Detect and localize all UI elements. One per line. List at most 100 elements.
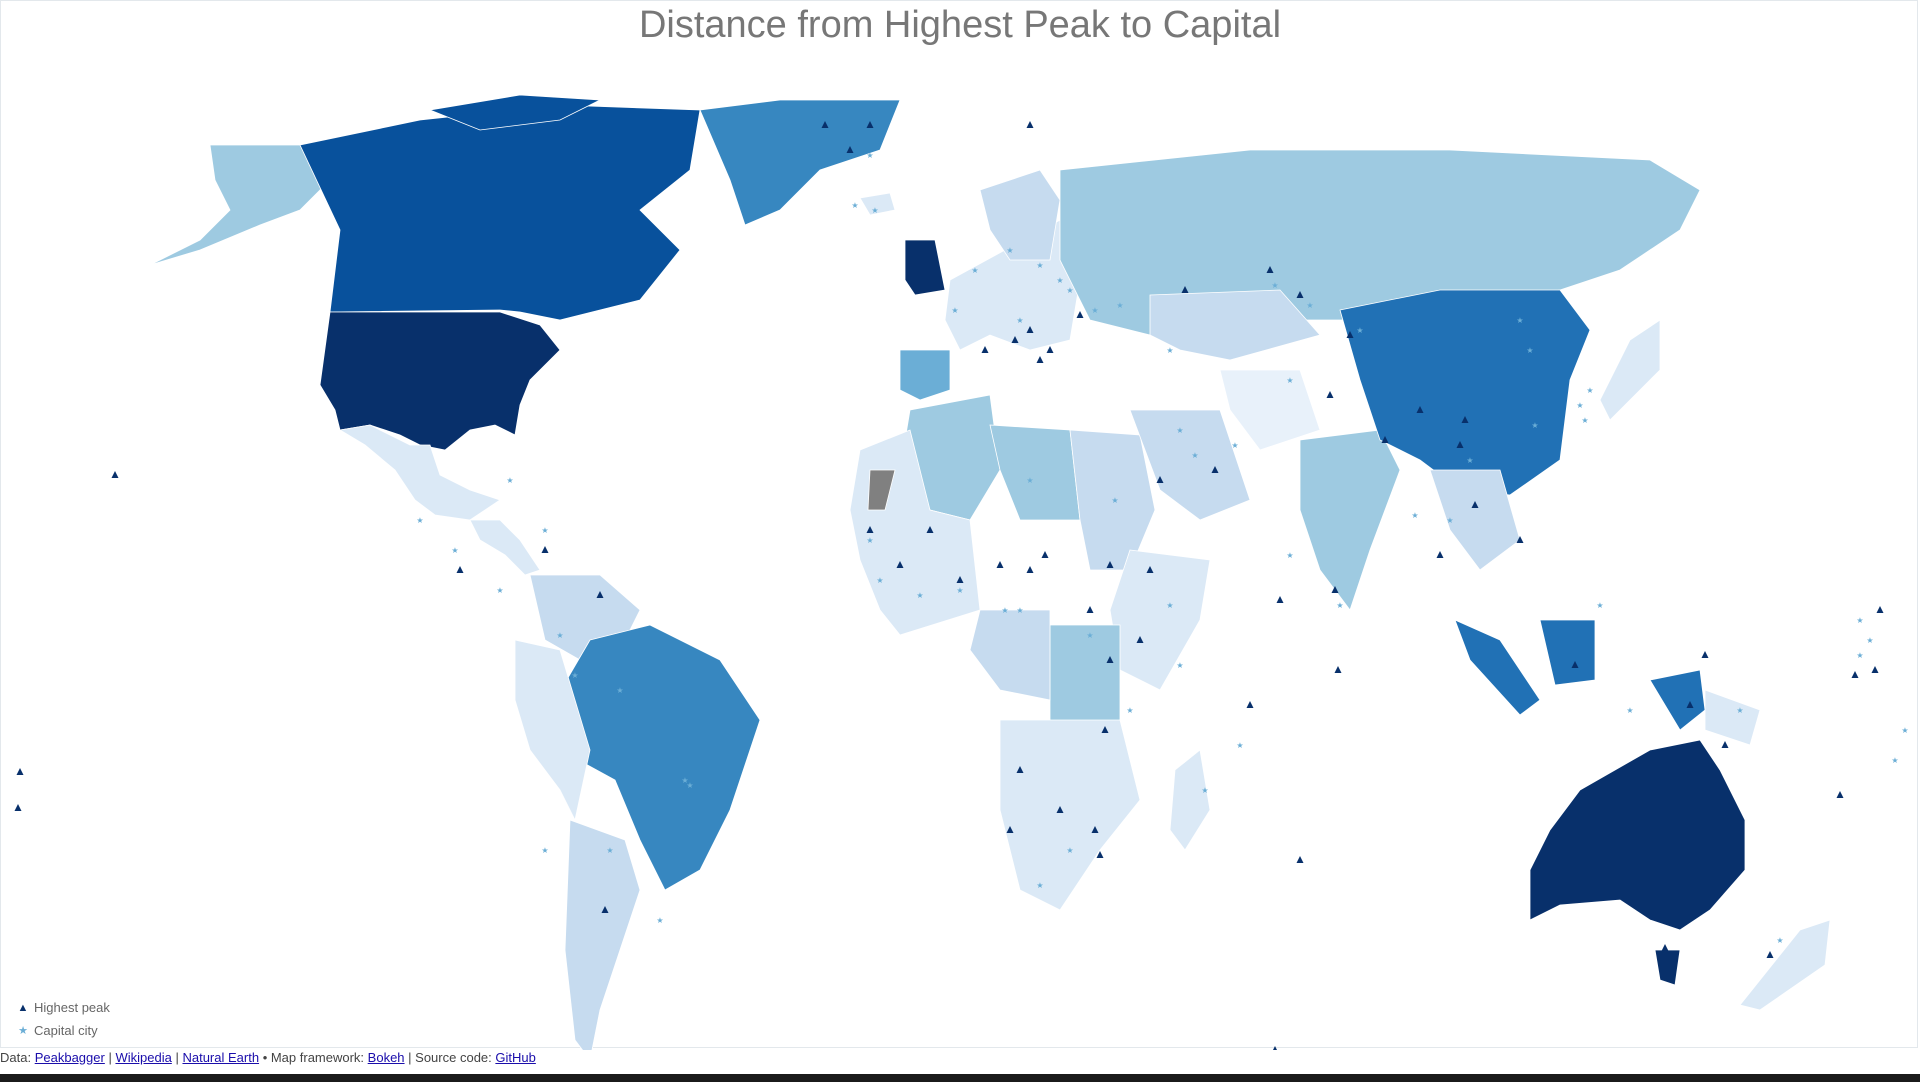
peak-marker — [1851, 671, 1859, 678]
capital-marker: ★ — [1286, 551, 1293, 560]
footer-mid: • Map framework: — [262, 1050, 365, 1065]
bokeh-link[interactable]: Bokeh — [367, 1050, 405, 1065]
country-greenland[interactable] — [699, 99, 901, 226]
capital-marker: ★ — [1626, 706, 1633, 715]
peak-marker — [1211, 466, 1219, 473]
peak-marker — [1471, 501, 1479, 508]
country-india[interactable] — [1299, 429, 1401, 611]
capital-marker: ★ — [866, 536, 873, 545]
country-canada[interactable] — [299, 104, 701, 321]
capital-marker: ★ — [1026, 476, 1033, 485]
capital-marker: ★ — [1306, 301, 1313, 310]
country-china[interactable] — [1339, 289, 1591, 496]
capital-marker: ★ — [1466, 456, 1473, 465]
peak-marker — [1006, 826, 1014, 833]
country-alaska[interactable] — [149, 144, 331, 266]
country-central-africa[interactable] — [969, 609, 1051, 701]
peak-marker — [1273, 1046, 1277, 1050]
capital-marker: ★ — [1201, 786, 1208, 795]
country-mexico[interactable] — [338, 424, 501, 521]
country-argentina-chile[interactable] — [564, 819, 641, 1050]
peak-marker — [996, 561, 1004, 568]
country-usa[interactable] — [319, 311, 561, 451]
capital-marker: ★ — [1516, 316, 1523, 325]
capital-marker: ★ — [866, 151, 873, 160]
capital-marker: ★ — [1581, 416, 1588, 425]
peak-marker — [956, 576, 964, 583]
peak-marker — [111, 471, 119, 478]
country-iran[interactable] — [1219, 369, 1321, 451]
countries-layer — [149, 94, 1831, 1050]
country-madagascar[interactable] — [1169, 749, 1211, 851]
country-southern-africa[interactable] — [999, 719, 1141, 911]
capital-marker: ★ — [1006, 246, 1013, 255]
country-australia[interactable] — [1529, 739, 1746, 931]
capital-marker: ★ — [1596, 601, 1603, 610]
capital-marker: ★ — [871, 206, 878, 215]
peak-marker — [1026, 326, 1034, 333]
country-iberia[interactable] — [899, 349, 951, 401]
footer-sep: | — [175, 1050, 179, 1065]
country-east-africa[interactable] — [1109, 549, 1211, 691]
capital-marker: ★ — [1866, 636, 1873, 645]
peak-marker — [1461, 416, 1469, 423]
footer-sep: | Source code: — [408, 1050, 492, 1065]
peak-marker — [1156, 476, 1164, 483]
country-borneo[interactable] — [1539, 619, 1596, 686]
capital-marker: ★ — [451, 546, 458, 555]
peak-marker — [1436, 551, 1444, 558]
country-png[interactable] — [1704, 689, 1761, 746]
capital-marker: ★ — [541, 526, 548, 535]
country-indonesia-sumatra[interactable] — [1454, 619, 1541, 716]
capital-marker: ★ — [1576, 401, 1583, 410]
peak-marker — [1381, 436, 1389, 443]
peak-marker — [866, 526, 874, 533]
peak-marker — [1571, 661, 1579, 668]
country-tasmania[interactable] — [1654, 949, 1681, 986]
peak-marker — [1046, 346, 1054, 353]
country-new-zealand[interactable] — [1739, 919, 1831, 1011]
capital-marker: ★ — [1016, 606, 1023, 615]
peak-marker — [926, 526, 934, 533]
github-link[interactable]: GitHub — [495, 1050, 536, 1065]
natural-earth-link[interactable]: Natural Earth — [182, 1050, 260, 1065]
country-central-america[interactable] — [469, 519, 541, 576]
capital-marker: ★ — [971, 266, 978, 275]
country-uk[interactable] — [904, 239, 946, 296]
country-canada-arctic[interactable] — [428, 94, 602, 131]
capital-marker: ★ — [1166, 601, 1173, 610]
capital-marker: ★ — [1736, 706, 1743, 715]
peak-marker — [1416, 406, 1424, 413]
peak-marker — [1106, 561, 1114, 568]
capital-marker: ★ — [541, 846, 548, 855]
capital-markers: ★ ★ ★ ★ ★ ★ ★ ★ ★ ★ ★ ★ ★ ★ ★ ★ ★ ★ ★ ★ ★ ★ ★ ★ ★ ★ ★ ★ ★ ★ ★ ★ ★ ★ ★ ★ ★ ★ ★ ★… — [416, 151, 1908, 945]
peakbagger-link[interactable]: Peakbagger — [34, 1050, 105, 1065]
country-papua[interactable] — [1649, 669, 1706, 731]
capital-marker: ★ — [1776, 936, 1783, 945]
peak-marker — [1516, 536, 1524, 543]
capital-marker: ★ — [616, 686, 623, 695]
wikipedia-link[interactable]: Wikipedia — [115, 1050, 172, 1065]
peak-marker — [1661, 944, 1669, 951]
world-map[interactable]: ★ ★ ★ ★ ★ ★ ★ ★ ★ ★ ★ ★ ★ ★ ★ ★ ★ ★ ★ ★ ★ ★ ★ ★ ★ ★ ★ ★ ★ ★ ★ ★ ★ ★ ★ ★ ★ ★ ★ ★… — [0, 50, 1920, 1050]
capital-marker: ★ — [1236, 741, 1243, 750]
legend: ▲ Highest peak ★ Capital city — [12, 996, 110, 1042]
country-southeast-asia[interactable] — [1429, 469, 1521, 571]
capital-marker: ★ — [1856, 616, 1863, 625]
map-title: Distance from Highest Peak to Capital — [638, 4, 1282, 46]
country-peru-bolivia[interactable] — [514, 639, 591, 822]
peak-marker — [846, 146, 854, 153]
country-libya[interactable] — [989, 424, 1081, 521]
peak-marker — [1326, 391, 1334, 398]
capital-marker: ★ — [1446, 516, 1453, 525]
capital-marker: ★ — [1001, 606, 1008, 615]
country-saudi-arabia[interactable] — [1129, 409, 1251, 521]
country-scandinavia[interactable] — [979, 169, 1061, 261]
peak-marker — [1721, 741, 1729, 748]
country-japan[interactable] — [1599, 319, 1661, 421]
peak-marker — [1056, 806, 1064, 813]
country-kazakhstan[interactable] — [1149, 289, 1321, 361]
peak-marker — [1091, 826, 1099, 833]
country-western-sahara[interactable] — [867, 469, 896, 511]
country-iceland[interactable] — [859, 192, 896, 216]
